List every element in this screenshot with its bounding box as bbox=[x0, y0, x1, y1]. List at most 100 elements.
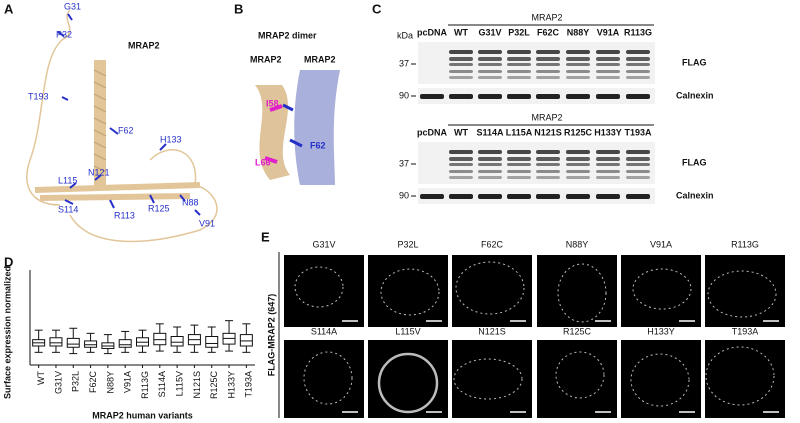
residue-label: F62 bbox=[118, 125, 134, 135]
micrograph bbox=[621, 340, 701, 418]
band bbox=[478, 63, 502, 66]
band bbox=[596, 157, 620, 161]
band bbox=[507, 194, 531, 199]
band bbox=[566, 194, 590, 199]
band bbox=[507, 50, 531, 54]
lane-label: P32L bbox=[508, 27, 530, 37]
micrograph bbox=[452, 255, 532, 327]
chain-label: MRAP2 bbox=[250, 54, 282, 64]
band bbox=[596, 194, 620, 199]
x-tick-label: S114A bbox=[157, 371, 167, 397]
box bbox=[118, 339, 132, 348]
band bbox=[536, 63, 560, 66]
panel-label: C bbox=[372, 1, 382, 16]
band bbox=[478, 150, 502, 154]
box bbox=[66, 337, 80, 348]
band bbox=[507, 70, 531, 73]
micrograph bbox=[705, 340, 785, 418]
residue-label: G31 bbox=[64, 1, 81, 11]
band bbox=[507, 157, 531, 161]
band bbox=[478, 57, 502, 61]
lane-label: H133Y bbox=[594, 127, 622, 137]
band bbox=[478, 50, 502, 54]
x-tick-label: N121S bbox=[192, 371, 202, 399]
image-label: N121S bbox=[478, 326, 506, 336]
cell-outline bbox=[707, 270, 777, 318]
marker-label: 37 bbox=[399, 158, 409, 168]
residue-label: I58 bbox=[266, 98, 279, 108]
band bbox=[596, 50, 620, 54]
band bbox=[626, 194, 650, 199]
image-label: F62C bbox=[481, 239, 504, 249]
band bbox=[478, 94, 502, 99]
band bbox=[507, 150, 531, 154]
band bbox=[566, 94, 590, 99]
cell-outline bbox=[455, 261, 525, 315]
band bbox=[536, 57, 560, 61]
band bbox=[566, 63, 590, 66]
band bbox=[626, 63, 650, 66]
x-tick-label: G31V bbox=[53, 371, 63, 394]
image-label: P32L bbox=[397, 239, 418, 249]
band-label: FLAG bbox=[682, 57, 707, 67]
cell-outline bbox=[377, 352, 439, 414]
residue-label: N88 bbox=[182, 197, 199, 207]
band bbox=[566, 57, 590, 61]
box bbox=[239, 334, 253, 347]
band-label: Calnexin bbox=[676, 90, 714, 100]
band-label: Calnexin bbox=[676, 190, 714, 200]
lane-label: F62C bbox=[537, 27, 560, 37]
cell-outline bbox=[557, 263, 607, 323]
micrograph bbox=[284, 340, 364, 418]
lane-label: V91A bbox=[597, 27, 620, 37]
lane-label: S114A bbox=[476, 127, 504, 137]
box bbox=[170, 336, 184, 347]
image-label: V91A bbox=[650, 239, 672, 249]
band bbox=[420, 94, 444, 99]
band bbox=[626, 157, 650, 161]
box bbox=[205, 336, 219, 348]
band bbox=[449, 63, 473, 66]
image-label: L115V bbox=[395, 326, 420, 336]
cell-outline bbox=[632, 268, 692, 310]
cell-outline bbox=[555, 351, 605, 399]
residue-label: L115 bbox=[58, 175, 77, 185]
band bbox=[536, 50, 560, 54]
band bbox=[596, 150, 620, 154]
x-tick-label: L115V bbox=[174, 371, 184, 396]
image-label: G31V bbox=[312, 239, 335, 249]
x-tick-label: F62C bbox=[88, 371, 98, 394]
band bbox=[449, 176, 473, 179]
cell-outline bbox=[630, 353, 690, 407]
lane-label: pcDNA bbox=[417, 127, 448, 137]
band bbox=[507, 57, 531, 61]
band bbox=[536, 194, 560, 199]
band bbox=[626, 176, 650, 179]
band bbox=[626, 57, 650, 61]
band bbox=[536, 76, 560, 79]
band bbox=[536, 176, 560, 179]
residue-label: S114 bbox=[58, 204, 78, 214]
band bbox=[449, 170, 473, 173]
image-label: T193A bbox=[732, 326, 759, 336]
x-tick-label: R113G bbox=[140, 371, 150, 399]
band bbox=[536, 157, 560, 161]
band bbox=[566, 157, 590, 161]
band bbox=[449, 50, 473, 54]
side-chains bbox=[57, 13, 201, 216]
residue-label: R113 bbox=[114, 210, 135, 220]
band bbox=[536, 170, 560, 173]
structure-a bbox=[26, 9, 218, 243]
micrograph bbox=[452, 340, 532, 418]
marker-label: 90 bbox=[399, 90, 409, 100]
residue-label: F62 bbox=[310, 140, 326, 150]
band bbox=[596, 70, 620, 73]
blot-header: MRAP2 bbox=[531, 112, 562, 122]
box bbox=[49, 337, 63, 347]
x-tick-label: T193A bbox=[244, 371, 254, 398]
micrograph bbox=[621, 255, 701, 327]
band bbox=[478, 170, 502, 173]
band bbox=[596, 176, 620, 179]
